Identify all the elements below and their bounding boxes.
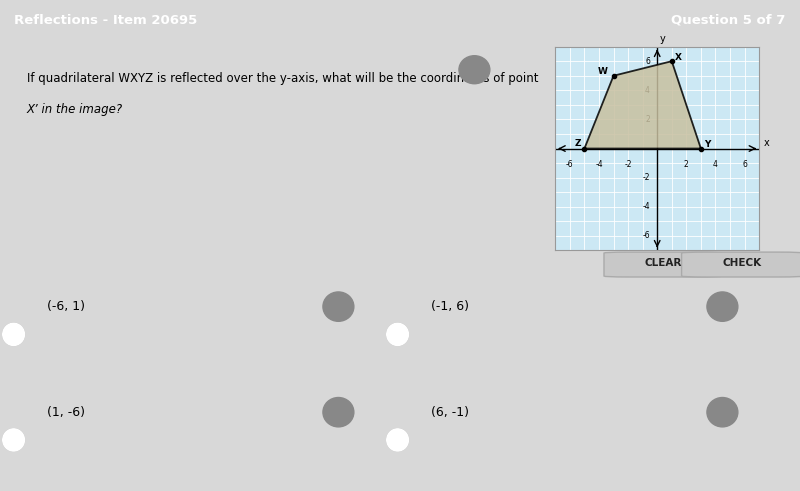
Text: 2: 2 [684, 160, 689, 169]
Text: 4: 4 [645, 86, 650, 95]
Text: Z: Z [575, 138, 582, 148]
Text: ◄)): ◄)) [333, 303, 344, 310]
Text: ◄)): ◄)) [469, 65, 480, 74]
Text: 4: 4 [713, 160, 718, 169]
Circle shape [459, 55, 490, 84]
Text: Reflections - Item 20695: Reflections - Item 20695 [14, 14, 198, 27]
Circle shape [323, 292, 354, 321]
Text: -6: -6 [642, 231, 650, 241]
Text: 2: 2 [645, 115, 650, 124]
Text: 6: 6 [645, 56, 650, 66]
Text: X’ in the image?: X’ in the image? [27, 104, 123, 116]
Text: CLEAR: CLEAR [645, 258, 682, 268]
Text: W: W [598, 67, 608, 76]
Text: -2: -2 [642, 173, 650, 182]
Text: If quadrilateral WXYZ is reflected over the y-axis, what will be the coordinates: If quadrilateral WXYZ is reflected over … [27, 72, 538, 85]
Text: Y: Y [704, 140, 710, 149]
Polygon shape [585, 61, 701, 148]
Circle shape [387, 324, 408, 345]
Circle shape [3, 429, 24, 451]
Circle shape [323, 398, 354, 427]
Text: -4: -4 [642, 202, 650, 211]
Text: 6: 6 [742, 160, 747, 169]
Circle shape [3, 324, 24, 345]
Text: y: y [659, 34, 665, 44]
Text: (6, -1): (6, -1) [431, 406, 469, 419]
Text: X: X [674, 53, 682, 62]
Text: -4: -4 [595, 160, 602, 169]
Text: (1, -6): (1, -6) [47, 406, 85, 419]
FancyBboxPatch shape [682, 252, 800, 277]
Text: Question 5 of 7: Question 5 of 7 [671, 14, 786, 27]
Text: -6: -6 [566, 160, 574, 169]
Circle shape [707, 398, 738, 427]
Circle shape [707, 292, 738, 321]
Text: ◄)): ◄)) [717, 303, 728, 310]
FancyBboxPatch shape [604, 252, 722, 277]
Text: (-1, 6): (-1, 6) [431, 300, 469, 313]
Text: ◄)): ◄)) [333, 409, 344, 415]
Text: -2: -2 [624, 160, 632, 169]
Text: CHECK: CHECK [723, 258, 762, 268]
Text: ◄)): ◄)) [717, 409, 728, 415]
Text: x: x [763, 137, 770, 148]
Text: (-6, 1): (-6, 1) [47, 300, 85, 313]
Circle shape [387, 429, 408, 451]
